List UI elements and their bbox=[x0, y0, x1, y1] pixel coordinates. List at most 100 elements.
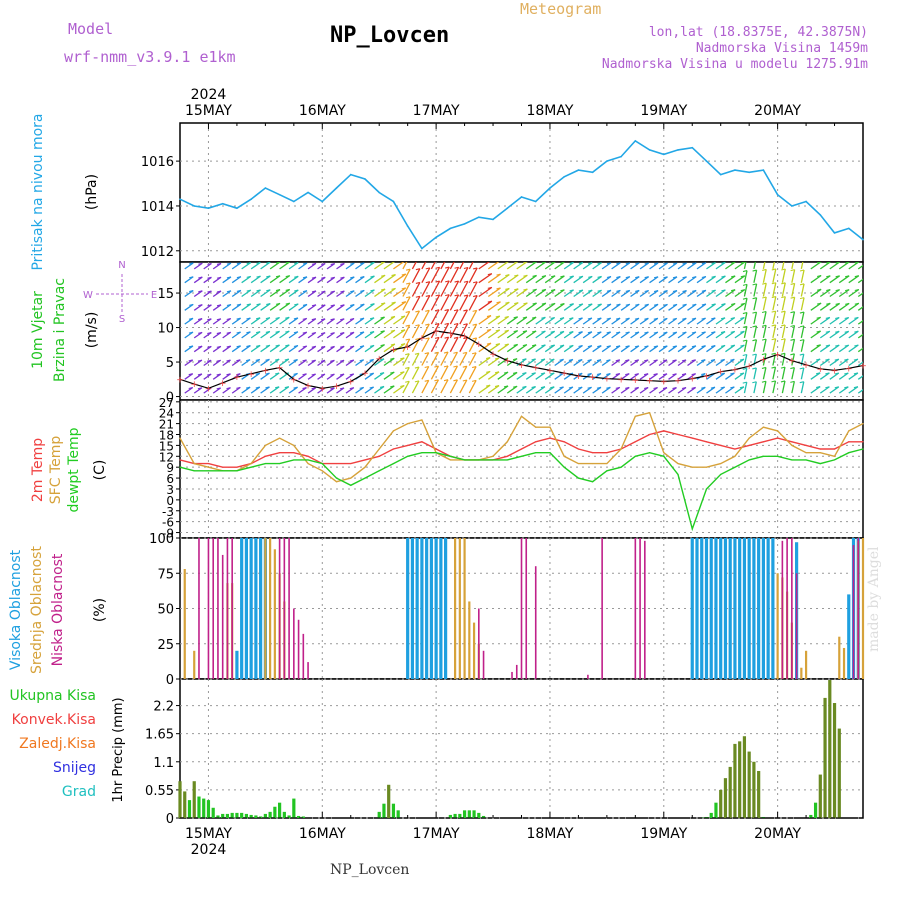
wind-arrow-head bbox=[207, 373, 212, 376]
high-cloud-bar bbox=[240, 538, 244, 679]
wind-arrow-head bbox=[349, 331, 355, 334]
wind-arrow bbox=[355, 359, 365, 367]
wind-arrow-head bbox=[752, 353, 757, 356]
high-cloud-bar bbox=[695, 538, 699, 679]
wind-arrow-head bbox=[864, 317, 868, 318]
dewpt-temp-line-point bbox=[777, 455, 779, 457]
high-cloud-bar bbox=[714, 538, 718, 679]
wind-arrow-head bbox=[711, 262, 716, 265]
wind-arrow bbox=[402, 353, 410, 366]
wind-arrow-head bbox=[285, 262, 290, 264]
wind-arrow-head bbox=[369, 386, 374, 389]
wind-arrow-head bbox=[246, 331, 251, 334]
wind-arrow bbox=[687, 262, 697, 270]
wind-arrow-head bbox=[615, 317, 621, 320]
wind-arrow bbox=[743, 312, 748, 325]
wind-arrow-head bbox=[799, 269, 805, 272]
precip-bar bbox=[296, 815, 301, 818]
top-day-label: 16MAY bbox=[299, 103, 346, 119]
dewpt-temp-line-point bbox=[193, 470, 195, 472]
wind-arrow bbox=[544, 344, 556, 353]
pressure-point bbox=[705, 160, 708, 162]
wind-arrow bbox=[336, 304, 345, 311]
wind-arrow bbox=[402, 282, 411, 297]
wind-arrow bbox=[573, 262, 584, 270]
wind-arrow bbox=[582, 303, 593, 311]
wind-arrow-head bbox=[771, 296, 776, 299]
wind-arrow bbox=[326, 263, 336, 270]
wind-arrow bbox=[231, 276, 242, 284]
wind-arrow bbox=[184, 262, 194, 270]
wind-arrow bbox=[430, 323, 440, 339]
wind-arrow bbox=[601, 331, 612, 339]
pressure-point bbox=[620, 155, 622, 158]
wind-arrow-head bbox=[560, 275, 565, 278]
wind-arrow-head bbox=[380, 274, 386, 277]
wind-arrow bbox=[791, 381, 795, 394]
sfc-temp-line-point bbox=[620, 448, 622, 450]
wind-arrow-head bbox=[330, 359, 335, 362]
wind-arrow-head bbox=[471, 366, 477, 369]
wind-arrow-head bbox=[672, 290, 678, 293]
wind-arrow-head bbox=[293, 331, 299, 334]
wind-arrow bbox=[478, 273, 493, 284]
dewpt-temp-line-point bbox=[506, 459, 508, 461]
wind-arrow bbox=[810, 372, 821, 380]
wind-arrow bbox=[630, 303, 640, 311]
wind-arrow-head bbox=[285, 275, 290, 278]
wind-arrow-head bbox=[379, 385, 385, 388]
wind-arrow bbox=[753, 297, 758, 311]
dewpt-temp-line-point bbox=[335, 477, 338, 479]
wind-arrow bbox=[421, 352, 430, 366]
wind-arrow-head bbox=[453, 336, 459, 339]
wind-arrow-head bbox=[415, 310, 420, 313]
wind-arrow-head bbox=[720, 317, 726, 320]
wind-arrow-head bbox=[864, 331, 868, 332]
precip-bar bbox=[462, 810, 467, 818]
dewpt-temp-line-point bbox=[720, 473, 722, 476]
wind-arrow-head bbox=[522, 372, 527, 375]
compass-w: W bbox=[83, 290, 93, 301]
low-cloud-bar bbox=[511, 671, 513, 679]
wind-arrow-head bbox=[559, 358, 564, 361]
wind-arrow-head bbox=[531, 358, 536, 361]
wind-arrow bbox=[639, 345, 649, 353]
dewpt-temp-line-point bbox=[307, 459, 309, 461]
wind-arrow-head bbox=[216, 262, 222, 265]
precip-bar bbox=[747, 751, 751, 818]
wind-arrow-head bbox=[424, 352, 429, 355]
wind-arrow-head bbox=[711, 289, 716, 292]
wind-arrow bbox=[212, 332, 222, 339]
sfc-temp-line-point bbox=[819, 452, 821, 454]
pressure-point bbox=[435, 236, 437, 239]
panel-frame bbox=[179, 261, 864, 401]
wind-arrow bbox=[250, 303, 261, 311]
wind-arrow bbox=[620, 373, 630, 380]
wind-arrow bbox=[231, 331, 241, 339]
wind-arrow bbox=[411, 380, 420, 394]
wind-arrow bbox=[829, 316, 840, 325]
wind-arrow bbox=[459, 309, 468, 325]
y-tick-label: 5 bbox=[166, 356, 174, 371]
precip-bar bbox=[206, 800, 211, 818]
low-cloud-bar bbox=[478, 608, 480, 679]
wind-arrow bbox=[222, 359, 231, 367]
wind-arrow bbox=[279, 330, 290, 339]
dewpt-temp-line-point bbox=[421, 452, 423, 454]
wind-arrow-head bbox=[761, 353, 767, 356]
wind-arrow bbox=[687, 373, 696, 380]
mid-cloud-bar bbox=[472, 622, 476, 679]
y-tick-label: -9 bbox=[162, 527, 174, 541]
wind-arrow bbox=[393, 384, 405, 394]
wind-arrow bbox=[734, 289, 746, 298]
wind-arrow-head bbox=[294, 289, 299, 292]
wind-arrow bbox=[203, 290, 212, 298]
wind-arrow-head bbox=[496, 287, 501, 290]
wind-arrow-head bbox=[588, 262, 593, 265]
wind-arrow-head bbox=[284, 386, 289, 389]
precip-bar bbox=[192, 781, 196, 818]
wind-arrow bbox=[364, 275, 375, 284]
wind-arrow-head bbox=[523, 302, 528, 305]
wind-arrow-head bbox=[790, 324, 795, 328]
low-cloud-bar bbox=[283, 538, 286, 679]
